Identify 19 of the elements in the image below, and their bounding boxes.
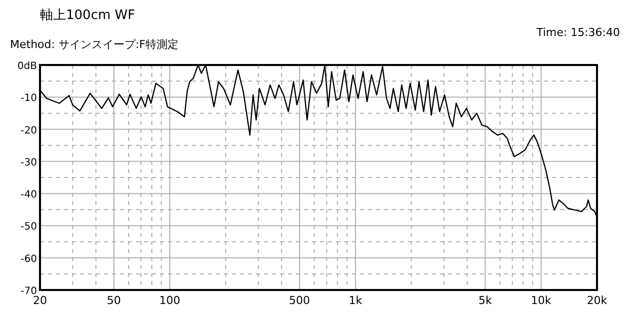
x-tick-label: 500 bbox=[289, 294, 310, 307]
y-tick-label: -20 bbox=[20, 125, 37, 136]
annotation: Method: サインスイープ:F特測定 bbox=[10, 38, 178, 51]
x-tick-label: 1k bbox=[348, 294, 363, 307]
y-tick-label: -30 bbox=[20, 157, 37, 168]
title: 軸上100cm WF bbox=[40, 8, 136, 23]
y-tick-label: 0dB bbox=[17, 61, 38, 72]
x-tick-label: 5k bbox=[478, 294, 493, 307]
y-tick-label: -70 bbox=[20, 286, 37, 297]
y-tick-label: -50 bbox=[20, 222, 37, 233]
x-tick-label: 20k bbox=[586, 294, 608, 307]
x-tick-label: 50 bbox=[106, 294, 121, 307]
y-tick-label: -40 bbox=[20, 190, 37, 201]
annotation: Time: 15:36:40 bbox=[536, 26, 620, 39]
y-tick-label: -10 bbox=[20, 93, 37, 104]
x-tick-label: 20 bbox=[33, 294, 47, 307]
x-tick-label: 100 bbox=[159, 294, 180, 307]
y-tick-label: -60 bbox=[20, 254, 37, 265]
x-tick-label: 10k bbox=[530, 294, 552, 307]
